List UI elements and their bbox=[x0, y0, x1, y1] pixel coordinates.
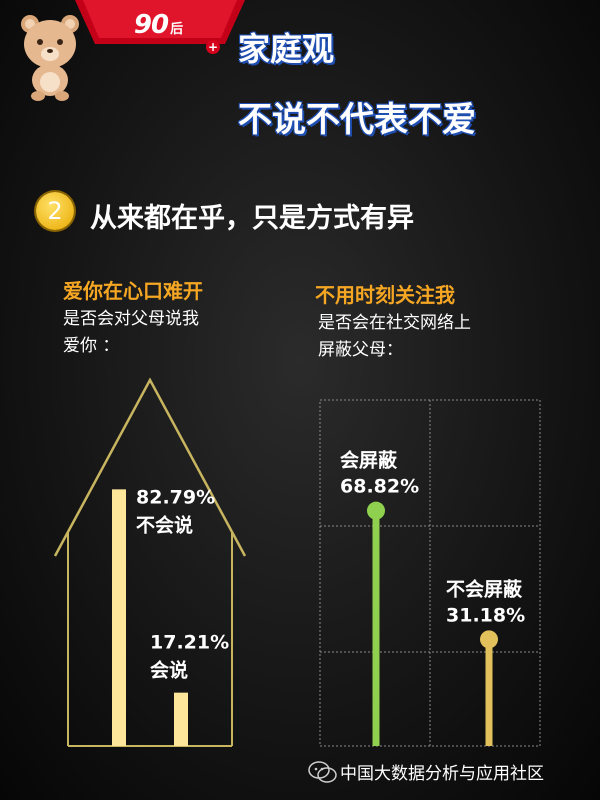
chart-grid bbox=[319, 399, 541, 747]
lollipop-category-label-block: 会屏蔽 bbox=[340, 449, 398, 472]
left-question-line-1: 是否会对父母说我 bbox=[63, 309, 199, 329]
section-number-badge: 2 bbox=[36, 192, 74, 230]
bar-category-label-not-say: 不会说 bbox=[136, 513, 193, 536]
right-panel-question: 是否会在社交网络上 屏蔽父母： bbox=[318, 310, 518, 364]
age-badge-label: 90 后 bbox=[133, 10, 183, 40]
headline-line-2: 不说不代表不爱 bbox=[238, 100, 476, 140]
left-panel-heading: 爱你在心口难开 bbox=[63, 279, 203, 303]
bar-not-say bbox=[112, 489, 126, 746]
lollipop-head-block bbox=[367, 501, 385, 520]
lollipop-value-label-not-block: 31.18% bbox=[446, 604, 525, 626]
bar-value-label-say: 17.21% bbox=[150, 632, 229, 654]
bar-category-label-say: 会说 bbox=[150, 659, 188, 682]
left-question-line-2: 爱你 ： bbox=[63, 336, 120, 356]
right-question-line-2: 屏蔽父母： bbox=[318, 340, 403, 360]
right-question-line-1: 是否会在社交网络上 bbox=[318, 313, 471, 333]
left-panel-question: 是否会对父母说我 爱你 ： bbox=[63, 306, 253, 360]
plus-icon: + bbox=[206, 40, 220, 54]
section-title: 从来都在乎，只是方式有异 bbox=[90, 203, 414, 234]
house-outline bbox=[53, 377, 247, 557]
wechat-icon bbox=[308, 761, 337, 783]
age-badge bbox=[75, 0, 245, 44]
lollipop-value-label-block: 68.82% bbox=[340, 476, 419, 498]
bar-say bbox=[174, 692, 188, 746]
lollipop-category-label-not-block: 不会屏蔽 bbox=[446, 577, 523, 600]
right-panel-heading: 不用时刻关注我 bbox=[315, 283, 455, 307]
headline-line-1: 家庭观 bbox=[238, 30, 335, 68]
bear-mascot-icon bbox=[21, 15, 79, 101]
lollipop-head-not-block bbox=[480, 630, 498, 649]
footer-source-text: 中国大数据分析与应用社区 bbox=[340, 764, 544, 784]
bar-value-label-not-say: 82.79% bbox=[136, 486, 215, 508]
